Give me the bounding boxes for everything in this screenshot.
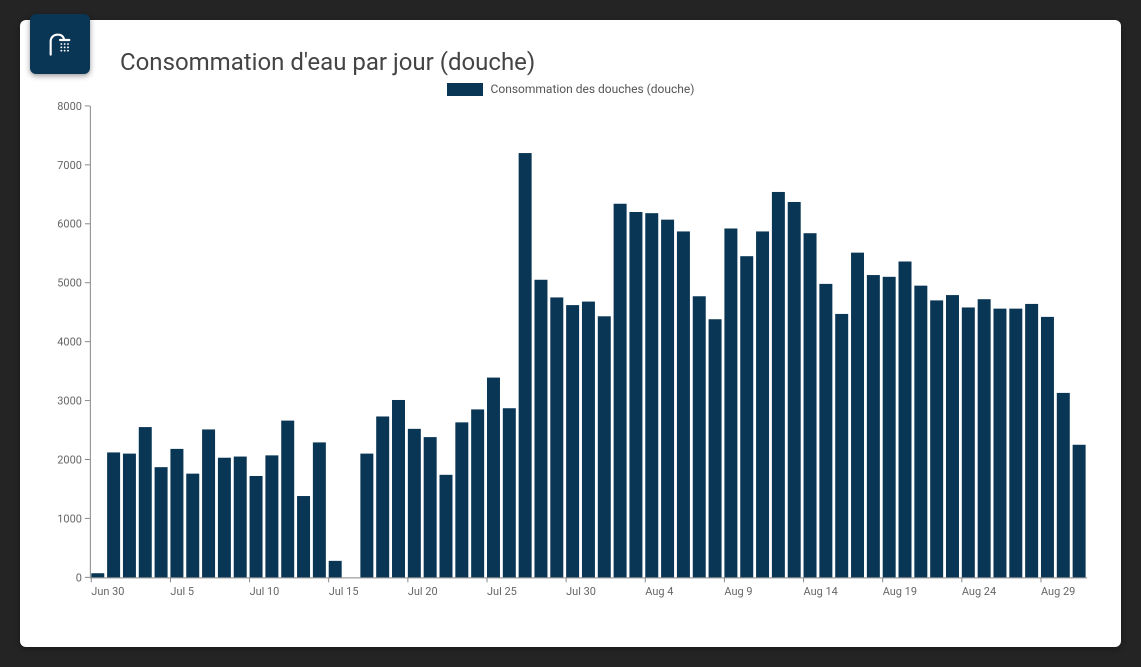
bar[interactable] bbox=[835, 314, 848, 577]
chart-card: Consommation d'eau par jour (douche) Con… bbox=[20, 20, 1121, 647]
shower-icon-svg bbox=[44, 28, 76, 60]
bar[interactable] bbox=[788, 202, 801, 577]
bar[interactable] bbox=[408, 429, 421, 578]
svg-text:1000: 1000 bbox=[57, 512, 82, 525]
bar[interactable] bbox=[139, 427, 152, 577]
bar[interactable] bbox=[883, 277, 896, 578]
svg-text:Jul 15: Jul 15 bbox=[329, 585, 359, 598]
bar[interactable] bbox=[914, 286, 927, 578]
bar[interactable] bbox=[440, 475, 453, 578]
bar[interactable] bbox=[313, 442, 326, 577]
bar[interactable] bbox=[186, 474, 199, 578]
bar[interactable] bbox=[962, 307, 975, 577]
svg-text:Jun 30: Jun 30 bbox=[91, 585, 124, 598]
bar[interactable] bbox=[297, 496, 310, 577]
bar[interactable] bbox=[91, 573, 104, 577]
bar[interactable] bbox=[107, 452, 120, 577]
bar[interactable] bbox=[534, 280, 547, 578]
bar[interactable] bbox=[1073, 445, 1086, 578]
bar[interactable] bbox=[582, 302, 595, 578]
bar[interactable] bbox=[281, 421, 294, 578]
svg-text:Aug 29: Aug 29 bbox=[1041, 585, 1075, 598]
bar[interactable] bbox=[471, 409, 484, 577]
bar[interactable] bbox=[566, 305, 579, 577]
shower-icon bbox=[30, 14, 90, 74]
svg-text:Jul 20: Jul 20 bbox=[408, 585, 438, 598]
bar[interactable] bbox=[819, 284, 832, 577]
chart-area: 0 1000 2000 3000 4000 5000 6000 7000 8000 Jun 30 J… bbox=[42, 100, 1099, 603]
bar[interactable] bbox=[329, 561, 342, 578]
bar[interactable] bbox=[155, 467, 168, 577]
svg-text:0: 0 bbox=[76, 571, 82, 584]
svg-text:Aug 4: Aug 4 bbox=[645, 585, 673, 598]
bar[interactable] bbox=[614, 204, 627, 578]
bar[interactable] bbox=[645, 213, 658, 577]
legend-label: Consommation des douches (douche) bbox=[491, 82, 695, 96]
bar[interactable] bbox=[709, 319, 722, 577]
bar[interactable] bbox=[804, 233, 817, 577]
bar[interactable] bbox=[851, 253, 864, 578]
svg-text:Jul 10: Jul 10 bbox=[250, 585, 280, 598]
bar[interactable] bbox=[978, 299, 991, 577]
bar[interactable] bbox=[756, 231, 769, 577]
svg-text:Jul 25: Jul 25 bbox=[487, 585, 517, 598]
chart-legend: Consommation des douches (douche) bbox=[42, 82, 1099, 96]
bar[interactable] bbox=[899, 261, 912, 577]
svg-text:4000: 4000 bbox=[57, 336, 82, 349]
bar[interactable] bbox=[1057, 393, 1070, 577]
bar[interactable] bbox=[1041, 317, 1054, 577]
bar[interactable] bbox=[503, 408, 516, 577]
bar[interactable] bbox=[993, 309, 1006, 578]
bar[interactable] bbox=[392, 400, 405, 577]
chart-title: Consommation d'eau par jour (douche) bbox=[120, 48, 1099, 76]
legend-swatch bbox=[447, 83, 483, 96]
bar-chart-svg: 0 1000 2000 3000 4000 5000 6000 7000 8000 Jun 30 J… bbox=[42, 100, 1099, 603]
bar[interactable] bbox=[661, 220, 674, 578]
bar[interactable] bbox=[724, 228, 737, 577]
bar[interactable] bbox=[550, 297, 563, 577]
svg-text:7000: 7000 bbox=[57, 159, 82, 172]
bar[interactable] bbox=[693, 296, 706, 577]
svg-text:6000: 6000 bbox=[57, 218, 82, 231]
bar[interactable] bbox=[123, 454, 136, 578]
bar[interactable] bbox=[218, 458, 231, 578]
bar[interactable] bbox=[946, 295, 959, 577]
svg-text:Jul 30: Jul 30 bbox=[566, 585, 596, 598]
bar[interactable] bbox=[250, 476, 263, 577]
svg-text:Aug 19: Aug 19 bbox=[883, 585, 917, 598]
bar[interactable] bbox=[519, 153, 532, 577]
svg-text:Aug 9: Aug 9 bbox=[724, 585, 752, 598]
bar[interactable] bbox=[360, 454, 373, 578]
bar[interactable] bbox=[930, 300, 943, 577]
svg-text:3000: 3000 bbox=[57, 395, 82, 408]
bar[interactable] bbox=[1009, 309, 1022, 578]
bar[interactable] bbox=[202, 429, 215, 577]
bar[interactable] bbox=[170, 449, 183, 577]
bar[interactable] bbox=[376, 416, 389, 577]
svg-text:Aug 14: Aug 14 bbox=[804, 585, 838, 598]
bar[interactable] bbox=[677, 231, 690, 577]
bar[interactable] bbox=[598, 316, 611, 577]
bar[interactable] bbox=[265, 455, 278, 577]
svg-text:Jul 5: Jul 5 bbox=[170, 585, 194, 598]
bar[interactable] bbox=[424, 437, 437, 577]
svg-text:2000: 2000 bbox=[57, 453, 82, 466]
bar[interactable] bbox=[1025, 304, 1038, 577]
bar[interactable] bbox=[867, 275, 880, 577]
svg-text:5000: 5000 bbox=[57, 277, 82, 290]
bar[interactable] bbox=[629, 212, 642, 577]
bar[interactable] bbox=[487, 378, 500, 578]
svg-text:8000: 8000 bbox=[57, 100, 82, 113]
svg-text:Aug 24: Aug 24 bbox=[962, 585, 996, 598]
bar[interactable] bbox=[772, 192, 785, 577]
bar[interactable] bbox=[740, 256, 753, 577]
bar[interactable] bbox=[455, 422, 468, 577]
bar[interactable] bbox=[234, 457, 247, 578]
